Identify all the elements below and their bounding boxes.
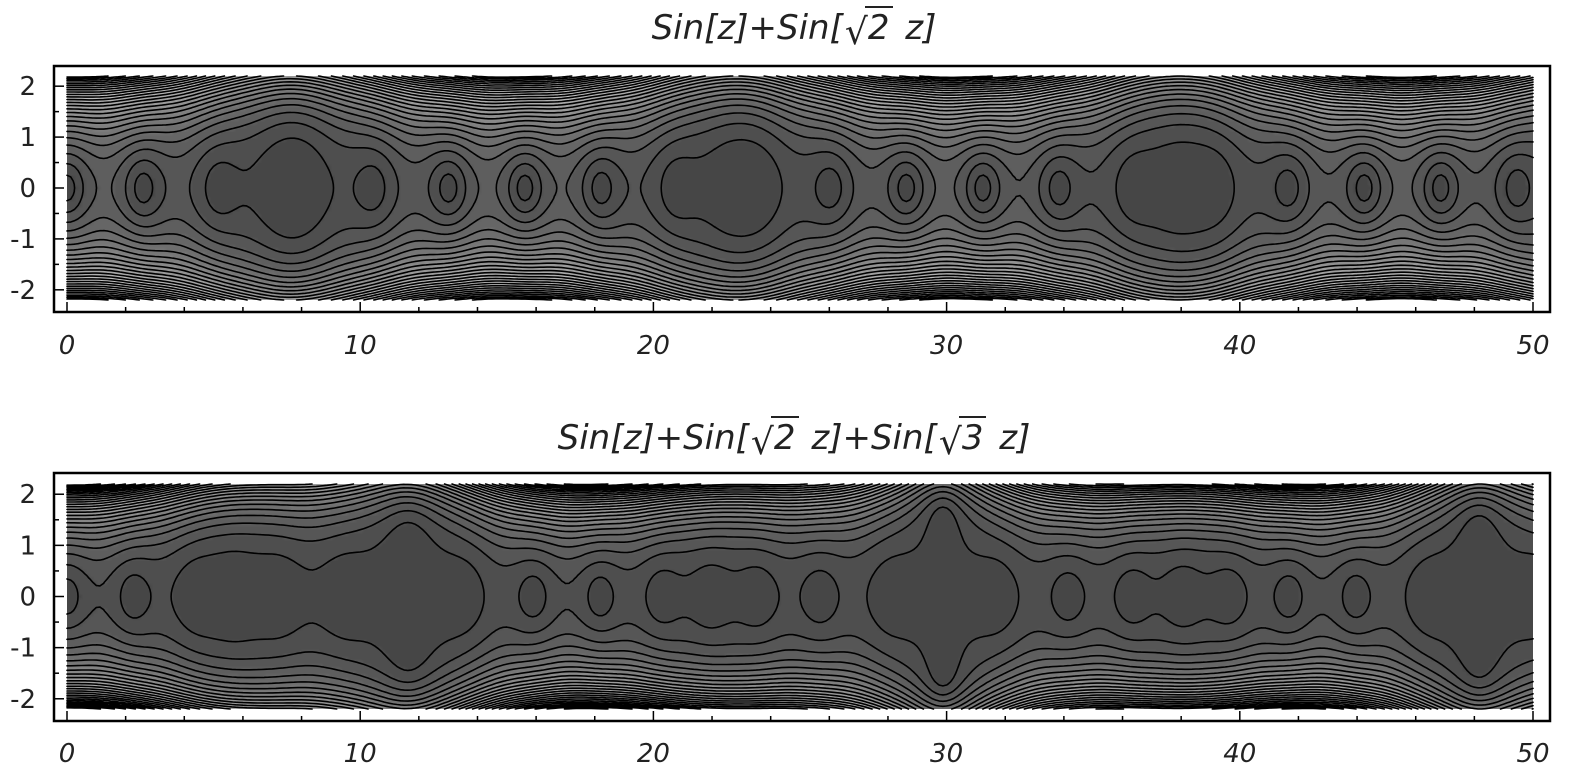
sqrt-symbol: √ 2 (751, 416, 799, 463)
chart-title-1: Sin[z]+Sin[√ 2 z] (0, 6, 1588, 53)
x-tick-label: 50 (1516, 739, 1549, 769)
title-text-segment: z] (988, 418, 1031, 458)
x-tick-label: 30 (930, 739, 963, 769)
y-tick-label: 0 (19, 174, 36, 204)
x-tick-label: 30 (930, 331, 963, 361)
x-tick-label: 40 (1223, 331, 1256, 361)
y-tick-label: 1 (19, 531, 36, 561)
x-tick-label: 0 (59, 739, 76, 769)
sqrt-symbol: √ 3 (939, 416, 987, 463)
radicand: 3 (958, 416, 987, 458)
plot-frame (52, 64, 1552, 314)
y-tick-label: -2 (10, 276, 36, 306)
y-tick-label: -1 (10, 225, 36, 255)
title-text-segment: Sin[z]+Sin[ (651, 8, 843, 48)
x-tick-label: 10 (344, 739, 377, 769)
radicand: 2 (864, 6, 893, 48)
contour-lines (66, 483, 1534, 710)
x-tick-label: 50 (1516, 331, 1549, 361)
y-tick-label: -1 (10, 634, 36, 664)
y-tick-label: 0 (19, 583, 36, 613)
title-text-segment: z]+Sin[ (800, 418, 937, 458)
radicand: 2 (770, 416, 799, 458)
x-tick-label: 0 (59, 331, 76, 361)
chart-title-2: Sin[z]+Sin[√ 2 z]+Sin[√ 3 z] (0, 416, 1588, 463)
title-text-segment: z] (894, 8, 937, 48)
sqrt-symbol: √ 2 (845, 6, 893, 53)
y-tick-label: 2 (19, 72, 36, 102)
x-tick-label: 40 (1223, 739, 1256, 769)
x-tick-label: 10 (344, 331, 377, 361)
y-tick-label: 1 (19, 123, 36, 153)
x-tick-label: 20 (637, 331, 670, 361)
title-text-segment: Sin[z]+Sin[ (557, 418, 749, 458)
y-tick-label: -2 (10, 685, 36, 715)
x-tick-label: 20 (637, 739, 670, 769)
y-tick-label: 2 (19, 480, 36, 510)
contour-lines (66, 75, 1534, 301)
